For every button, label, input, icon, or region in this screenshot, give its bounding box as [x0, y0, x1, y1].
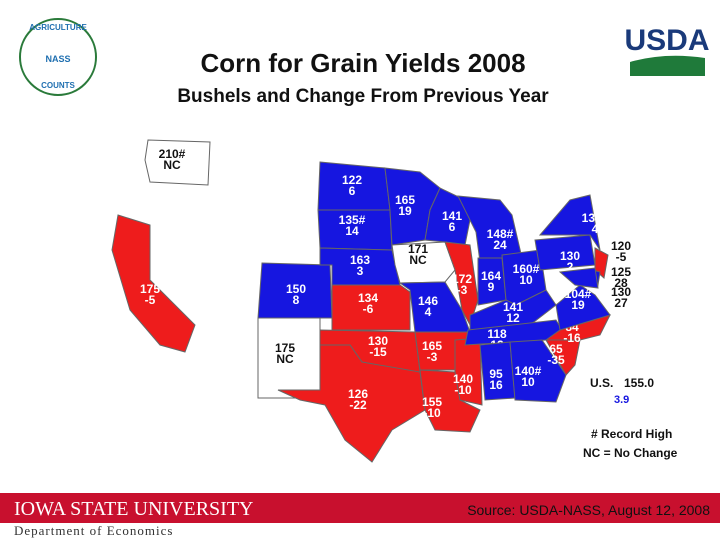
- footer-band: [0, 493, 720, 523]
- state-change: 28: [614, 276, 628, 290]
- nass-logo: AGRICULTURE NASS COUNTS: [19, 18, 97, 96]
- source: Source: USDA-NASS, August 12, 2008: [467, 502, 710, 518]
- usda-logo: USDA: [624, 24, 710, 76]
- state-yield: 140: [453, 372, 473, 386]
- us-yield: 155.0: [624, 376, 654, 390]
- department: Department of Economics: [14, 523, 173, 538]
- state: [538, 194, 601, 251]
- state-change: -22: [349, 398, 367, 412]
- state-yield: 130: [560, 249, 580, 263]
- state-change: 4: [425, 305, 432, 319]
- state-change: NC: [163, 158, 181, 172]
- state-yield: 155: [422, 395, 442, 409]
- state-yield: 164: [481, 269, 501, 283]
- university: IOWA STATE UNIVERSITY: [14, 498, 254, 520]
- title: Corn for Grain Yields 2008: [200, 48, 525, 78]
- state-change: 10: [521, 375, 535, 389]
- state-change: 24: [493, 238, 507, 252]
- state: [555, 284, 611, 331]
- state-change: 8: [293, 293, 300, 307]
- state-change: NC: [276, 352, 294, 366]
- state-yield: 163: [350, 253, 370, 267]
- us-label: U.S.: [590, 376, 613, 390]
- state-yield: 172: [452, 272, 472, 286]
- state: [111, 214, 196, 353]
- state: [331, 284, 411, 331]
- logo-mid: NASS: [45, 54, 70, 64]
- state-yield: 160#: [513, 262, 540, 276]
- state-yield: 130: [368, 334, 388, 348]
- state: [424, 187, 471, 246]
- state-yield: 146: [418, 294, 438, 308]
- state-yield: 95: [489, 367, 503, 381]
- state-change: 27: [614, 296, 628, 310]
- state-change: -3: [427, 350, 438, 364]
- state-change: NC: [409, 253, 427, 267]
- state-change: 6: [449, 220, 456, 234]
- state: [594, 247, 609, 279]
- state-change: -3: [457, 283, 468, 297]
- state-yield: 120: [611, 239, 631, 253]
- logo-ring: [19, 18, 97, 96]
- logo-bottom: COUNTS: [41, 81, 75, 90]
- state-yield: 134: [358, 291, 378, 305]
- state-yield: 175: [140, 282, 160, 296]
- state-yield: 65: [549, 342, 563, 356]
- state-yield: 125: [611, 265, 631, 279]
- state-change: 3: [357, 264, 364, 278]
- state-change: 19: [398, 204, 412, 218]
- state-yield: 141: [442, 209, 462, 223]
- state-change: -16: [563, 331, 581, 345]
- state-yield: 165: [422, 339, 442, 353]
- state-yield: 126: [348, 387, 368, 401]
- us-change: 3.9: [614, 394, 629, 406]
- state-yield: 130: [611, 285, 631, 299]
- state-yield: 140#: [515, 364, 542, 378]
- state-yield: 165: [395, 193, 415, 207]
- state: [544, 314, 611, 341]
- state-change: -5: [145, 293, 156, 307]
- state: [509, 339, 567, 403]
- state-change: 9: [488, 280, 495, 294]
- state-yield: 175: [275, 341, 295, 355]
- state-change: 14: [345, 224, 359, 238]
- usda-text: USDA: [624, 24, 709, 57]
- state-change: -10: [454, 383, 472, 397]
- subtitle: Bushels and Change From Previous Year: [177, 86, 549, 107]
- state-yield: 210#: [159, 147, 186, 161]
- legend-record: # Record High: [591, 427, 672, 441]
- usda-swoosh: [630, 55, 705, 76]
- state-change: 2: [567, 260, 574, 274]
- state-change: -6: [363, 302, 374, 316]
- state: [277, 344, 426, 463]
- us-total: U.S. 155.0 3.9: [590, 376, 654, 406]
- state-change: -5: [616, 250, 627, 264]
- state-yield: 118: [487, 327, 507, 341]
- state-yield: 148#: [487, 227, 514, 241]
- state-change: 6: [349, 184, 356, 198]
- state: [558, 267, 599, 289]
- state-yield: 150: [286, 282, 306, 296]
- state-yield: 131#: [582, 211, 609, 225]
- state: [144, 139, 211, 186]
- state-change: 16: [489, 378, 503, 392]
- state-yield: 104#: [565, 287, 592, 301]
- state-yield: 122: [342, 173, 362, 187]
- state-yield: 171: [408, 242, 428, 256]
- map: 210#NC175-5175NC15081226135#141633134-61…: [111, 139, 631, 463]
- state-change: 12: [506, 311, 520, 325]
- state-change: -15: [369, 345, 387, 359]
- state-yield: 135#: [339, 213, 366, 227]
- state-change: -35: [547, 353, 565, 367]
- state-change: 4: [592, 222, 599, 236]
- logo-top: AGRICULTURE: [29, 23, 87, 32]
- state-yield: 141: [503, 300, 523, 314]
- state-change: 10: [519, 273, 533, 287]
- state-change: -10: [423, 406, 441, 420]
- state-change: 19: [571, 298, 585, 312]
- legend-nc: NC = No Change: [583, 446, 678, 460]
